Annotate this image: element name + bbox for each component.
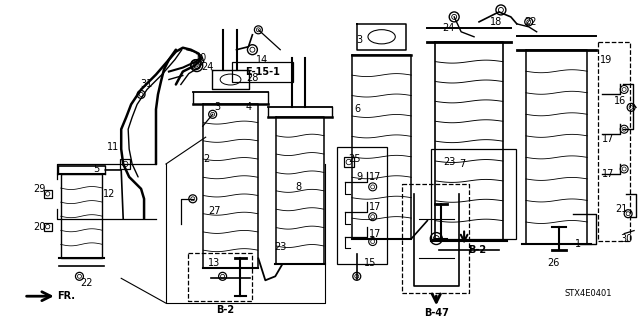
Text: 10: 10 [195,53,207,63]
Text: 24: 24 [202,62,214,71]
Bar [44,223,52,231]
Text: B-47: B-47 [424,308,449,318]
Text: 8: 8 [295,182,301,192]
Text: 6: 6 [355,104,361,114]
Text: 3: 3 [214,102,221,112]
Text: 28: 28 [246,72,259,83]
Text: 31: 31 [140,79,152,90]
Text: 2: 2 [204,154,210,164]
Text: 12: 12 [103,189,115,199]
Bar [344,157,354,167]
Text: 11: 11 [107,142,120,152]
Text: 29: 29 [33,184,46,194]
Text: B-2: B-2 [216,305,235,315]
Text: FR.: FR. [58,291,76,301]
Text: 5: 5 [93,164,99,174]
Text: 17: 17 [602,134,614,144]
Bar [337,147,387,264]
Text: 14: 14 [256,55,268,65]
Text: 23: 23 [274,241,287,251]
Text: E-15-1: E-15-1 [245,67,280,77]
Text: 9: 9 [356,172,363,182]
Text: 4: 4 [245,102,252,112]
Bar [431,149,516,239]
Text: 21: 21 [615,204,627,214]
Bar [44,190,52,198]
Bar [598,42,630,241]
Text: 18: 18 [490,17,502,27]
Text: 17: 17 [369,172,381,182]
Text: 1: 1 [575,239,582,249]
Text: 3: 3 [356,35,363,45]
Bar [401,184,469,293]
Text: 23: 23 [443,157,456,167]
Text: 25: 25 [349,154,361,164]
Text: 26: 26 [547,258,560,268]
Text: 22: 22 [524,17,537,27]
Text: STX4E0401: STX4E0401 [564,289,612,298]
Bar [188,254,252,301]
Text: 30: 30 [620,234,632,243]
Text: 17: 17 [602,169,614,179]
Text: 19: 19 [600,55,612,65]
Text: 17: 17 [369,229,381,239]
Text: 22: 22 [80,278,93,288]
Text: 7: 7 [459,159,465,169]
Text: 17: 17 [369,202,381,212]
Text: 24: 24 [442,23,454,33]
Text: 20: 20 [33,222,46,232]
Text: B-2: B-2 [468,246,486,256]
Text: 13: 13 [207,258,220,268]
Text: 27: 27 [209,206,221,216]
Text: 15: 15 [364,258,376,268]
Text: 16: 16 [614,96,627,106]
Bar [120,159,130,169]
